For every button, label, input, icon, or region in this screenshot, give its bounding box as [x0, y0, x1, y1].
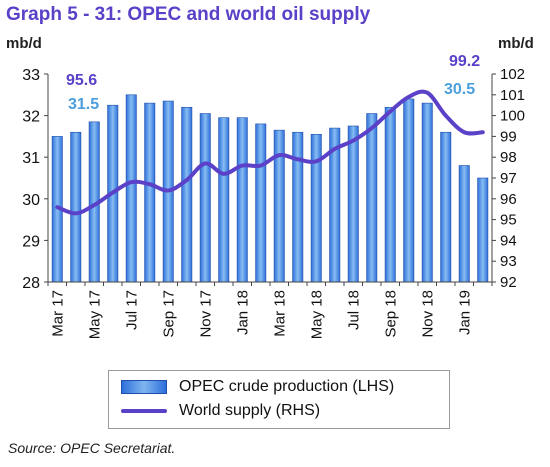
left-tick-label: 31 — [22, 150, 40, 167]
bar-12 — [273, 129, 285, 283]
x-tick-label: Nov 18 — [419, 290, 436, 338]
legend-bar-label: OPEC crude production (LHS) — [179, 378, 395, 395]
right-tick-label: 100 — [500, 108, 525, 125]
bar-10 — [236, 117, 248, 283]
x-tick-label: Mar 18 — [271, 290, 288, 337]
right-tick-label: 94 — [500, 232, 517, 249]
right-tick-label: 99 — [500, 128, 517, 145]
right-tick-label: 101 — [500, 87, 525, 104]
world-supply-line — [55, 89, 485, 216]
bar-18 — [384, 106, 396, 283]
bar-19 — [403, 98, 415, 283]
x-tick-label: Sep 18 — [382, 290, 399, 338]
legend-item-line: World supply (RHS) — [109, 400, 320, 422]
x-tick-label: Jan 19 — [456, 290, 473, 335]
bar-14 — [310, 134, 322, 283]
right-tick-label: 102 — [500, 66, 525, 83]
x-tick-label: Nov 17 — [197, 290, 214, 338]
chart-title: Graph 5 - 31: OPEC and world oil supply — [6, 4, 371, 25]
bar-5 — [144, 102, 156, 283]
bar-13 — [292, 131, 304, 283]
data-label-3: 30.5 — [444, 81, 475, 98]
legend-item-bar: OPEC crude production (LHS) — [109, 376, 394, 398]
x-tick-label: May 17 — [86, 290, 103, 339]
x-tick-label: Jul 18 — [345, 290, 362, 330]
bar-8 — [199, 113, 211, 283]
right-tick-label: 98 — [500, 149, 517, 166]
bar-16 — [347, 125, 359, 283]
right-axis-unit: mb/d — [498, 35, 534, 52]
right-tick-label: 93 — [500, 253, 517, 270]
right-tick-label: 97 — [500, 170, 517, 187]
x-tick-label: Jul 17 — [123, 290, 140, 330]
x-tick-label: Sep 17 — [160, 290, 177, 338]
legend-line-label: World supply (RHS) — [179, 402, 321, 419]
bar-20 — [421, 102, 433, 283]
left-tick-label: 30 — [22, 192, 40, 209]
source-note: Source: OPEC Secretariat. — [8, 440, 176, 456]
data-label-1: 31.5 — [68, 96, 99, 113]
right-tick-label: 95 — [500, 212, 517, 229]
left-tick-label: 28 — [22, 275, 40, 292]
bar-7 — [181, 106, 193, 283]
left-tick-label: 33 — [22, 67, 40, 84]
bar-17 — [366, 113, 378, 283]
x-tick-label: Mar 17 — [49, 290, 66, 337]
bar-11 — [255, 123, 267, 283]
bar-22 — [458, 165, 470, 283]
right-tick-label: 92 — [500, 274, 517, 291]
data-label-2: 99.2 — [449, 53, 480, 70]
chart-plot: 28 29 30 31 32 33 92 93 94 95 96 97 98 99 100 101 102 Mar… — [22, 53, 525, 339]
legend-bar-swatch — [121, 380, 167, 394]
bar-1 — [70, 131, 82, 283]
left-tick-label: 32 — [22, 109, 40, 126]
right-tick-label: 96 — [500, 191, 517, 208]
data-label-0: 95.6 — [66, 72, 97, 89]
bar-4 — [125, 94, 137, 283]
left-tick-label: 29 — [22, 233, 40, 250]
left-axis-unit: mb/d — [6, 35, 42, 52]
x-tick-label: May 18 — [308, 290, 325, 339]
bar-23 — [477, 177, 489, 283]
x-tick-label: Jan 18 — [234, 290, 251, 335]
bar-9 — [218, 117, 230, 283]
legend-line-swatch — [121, 409, 167, 413]
chart-legend: OPEC crude production (LHS) World supply… — [108, 370, 450, 429]
bar-21 — [440, 131, 452, 283]
